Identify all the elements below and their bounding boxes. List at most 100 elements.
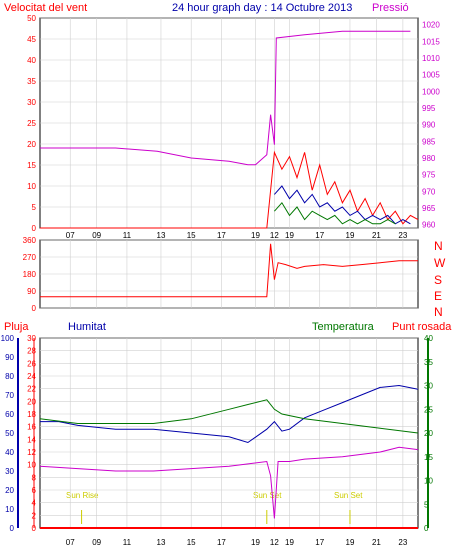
- pressure-tick-label: 970: [422, 187, 436, 196]
- pressure-tick-label: 975: [422, 171, 436, 180]
- direction-tick-label: 90: [27, 287, 36, 296]
- pressure-tick-label: 965: [422, 204, 436, 213]
- wind-x-label: 12: [270, 231, 279, 240]
- wind-speed-label: Velocitat del vent: [4, 2, 87, 14]
- series-wind-average: [274, 185, 411, 225]
- rain-tick-label: 16: [27, 423, 36, 432]
- direction-tick-label: 360: [23, 236, 37, 245]
- humidity-tick-label: 20: [5, 486, 14, 495]
- pressure-tick-label: 980: [422, 154, 436, 163]
- graph-title: 24 hour graph day : 14 Octubre 2013: [172, 2, 352, 14]
- pressure-tick-label: 985: [422, 137, 436, 146]
- sun-label-3: Sun Set: [334, 491, 363, 500]
- climate-x-label: 19: [251, 538, 260, 547]
- wind-tick-label: 15: [27, 161, 36, 170]
- rain-tick-label: 22: [27, 385, 36, 394]
- wind-x-label: 19: [251, 231, 260, 240]
- climate-x-label: 19: [285, 538, 294, 547]
- pressure-tick-label: 1000: [422, 87, 440, 96]
- series-punt-rosada: [39, 446, 419, 519]
- direction-tick-label: 270: [23, 253, 37, 262]
- wind-tick-label: 40: [27, 56, 36, 65]
- wind-tick-label: 30: [27, 98, 36, 107]
- climate-x-label: 11: [123, 538, 132, 547]
- wind-x-label: 15: [187, 231, 196, 240]
- wind-x-label: 17: [217, 231, 226, 240]
- humidity-tick-label: 0: [10, 524, 15, 533]
- climate-x-label: 09: [92, 538, 101, 547]
- sun-label-2: Sun Set: [253, 491, 282, 500]
- climate-x-label: 15: [187, 538, 196, 547]
- pressure-label: Pressió: [372, 2, 409, 14]
- series-pressió: [40, 30, 411, 166]
- rain-tick-label: 30: [27, 334, 36, 343]
- pressure-tick-label: 1010: [422, 54, 440, 63]
- climate-x-label: 21: [372, 538, 381, 547]
- climate-x-label: 23: [398, 538, 407, 547]
- temperature-tick-label: 5: [424, 500, 429, 509]
- compass-s: S: [434, 273, 442, 287]
- series-direction: [40, 243, 418, 298]
- series-wind-direction-avg: [274, 201, 396, 225]
- temperature-label: Temperatura: [312, 321, 375, 333]
- rain-tick-label: 12: [27, 448, 36, 457]
- compass-e: E: [434, 289, 442, 303]
- wind-x-label: 09: [92, 231, 101, 240]
- humidity-tick-label: 50: [5, 429, 14, 438]
- wind-x-label: 21: [372, 231, 381, 240]
- pressure-tick-label: 1015: [422, 37, 440, 46]
- pressure-tick-label: 1005: [422, 71, 440, 80]
- wind-tick-label: 0: [32, 224, 37, 233]
- wind-tick-label: 45: [27, 35, 36, 44]
- pressure-tick-label: 995: [422, 104, 436, 113]
- climate-x-label: 17: [217, 538, 226, 547]
- temperature-tick-label: 0: [424, 524, 429, 533]
- humidity-label: Humitat: [68, 321, 106, 333]
- wind-x-label: 23: [398, 231, 407, 240]
- wind-x-label: 11: [123, 231, 132, 240]
- climate-x-label: 17: [315, 538, 324, 547]
- pressure-tick-label: 1020: [422, 21, 440, 30]
- humidity-tick-label: 70: [5, 391, 14, 400]
- wind-x-label: 07: [66, 231, 75, 240]
- compass-labels: N W S E N: [434, 239, 446, 319]
- climate-x-label: 13: [157, 538, 166, 547]
- humidity-tick-label: 80: [5, 372, 14, 381]
- series-wind-gust: [40, 150, 419, 229]
- wind-tick-label: 50: [27, 14, 36, 23]
- humidity-tick-label: 30: [5, 467, 14, 476]
- rain-tick-label: 0: [32, 524, 37, 533]
- humidity-tick-label: 100: [1, 334, 15, 343]
- humidity-tick-label: 60: [5, 410, 14, 419]
- rain-tick-label: 28: [27, 347, 36, 356]
- rain-tick-label: 24: [27, 372, 36, 381]
- sun-label-1: Sun Rise: [66, 491, 99, 500]
- humidity-tick-label: 40: [5, 448, 14, 457]
- rain-tick-label: 14: [27, 435, 36, 444]
- wind-x-label: 19: [285, 231, 294, 240]
- rain-tick-label: 20: [27, 397, 36, 406]
- compass-n-top: N: [434, 239, 443, 253]
- dewpoint-label: Punt rosada: [392, 321, 452, 333]
- wind-x-label: 17: [315, 231, 324, 240]
- humidity-tick-label: 90: [5, 353, 14, 362]
- direction-tick-label: 180: [23, 270, 37, 279]
- wind-tick-label: 5: [32, 203, 37, 212]
- pressure-tick-label: 960: [422, 221, 436, 230]
- series-temperatura: [39, 399, 419, 434]
- wind-x-label: 19: [346, 231, 355, 240]
- wind-tick-label: 20: [27, 140, 36, 149]
- climate-x-label: 12: [270, 538, 279, 547]
- wind-tick-label: 10: [27, 182, 36, 191]
- wind-tick-label: 25: [27, 119, 36, 128]
- wind-tick-label: 35: [27, 77, 36, 86]
- pressure-tick-label: 990: [422, 121, 436, 130]
- climate-x-label: 19: [346, 538, 355, 547]
- rain-label: Pluja: [4, 321, 29, 333]
- compass-w: W: [434, 256, 446, 270]
- humidity-tick-label: 10: [5, 505, 14, 514]
- climate-x-label: 07: [66, 538, 75, 547]
- rain-tick-label: 10: [27, 461, 36, 470]
